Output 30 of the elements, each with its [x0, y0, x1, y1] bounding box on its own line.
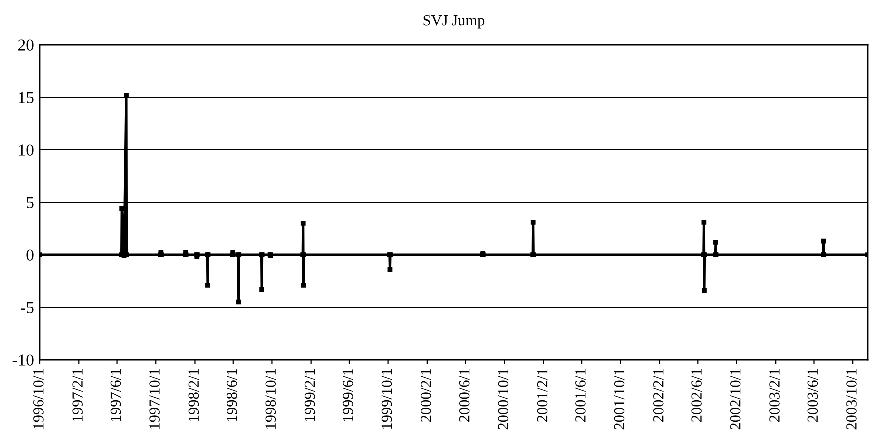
- x-tick-label: 1997/2/1: [72, 369, 83, 422]
- y-tick-label: 10: [19, 144, 34, 156]
- x-tick-label: 1998/6/1: [226, 369, 238, 422]
- y-tick-label: 15: [19, 92, 34, 104]
- x-tick-label: 2000/2/1: [420, 369, 432, 422]
- x-tick-label: 1997/10/1: [150, 369, 160, 429]
- chart-title: SVJ Jump: [424, 15, 485, 29]
- x-tick-label: 1999/10/1: [382, 369, 392, 429]
- x-tick-label: 1998/2/1: [188, 369, 200, 422]
- x-tick-label: 2003/2/1: [770, 369, 780, 422]
- x-tick-label: 1999/6/1: [343, 369, 354, 422]
- x-tick-label: 1998/10/1: [266, 369, 276, 429]
- x-tick-label: 2001/2/1: [537, 369, 548, 422]
- x-tick-label: 2002/2/1: [653, 369, 664, 422]
- y-tick-label: -5: [21, 302, 34, 314]
- y-tick-label: -10: [12, 354, 34, 366]
- x-tick-label: 2001/6/1: [576, 369, 586, 422]
- x-tick-label: 2000/10/1: [498, 369, 509, 430]
- x-tick-label: 2003/10/1: [846, 369, 857, 430]
- x-tick-label: 2001/10/1: [614, 369, 625, 430]
- x-tick-label: 2003/6/1: [808, 369, 818, 422]
- x-tick-label: 2002/10/1: [730, 369, 741, 430]
- x-tick-label: 2000/6/1: [459, 369, 470, 422]
- y-tick-label: 0: [26, 250, 34, 261]
- y-tick-label: 20: [18, 40, 34, 51]
- x-tick-label: 2002/6/1: [692, 369, 702, 422]
- x-tick-label: 1999/2/1: [304, 369, 316, 422]
- x-tick-label: 1996/10/1: [34, 369, 44, 429]
- y-tick-label: 5: [27, 197, 34, 208]
- x-tick-label: 1997/6/1: [110, 369, 122, 422]
